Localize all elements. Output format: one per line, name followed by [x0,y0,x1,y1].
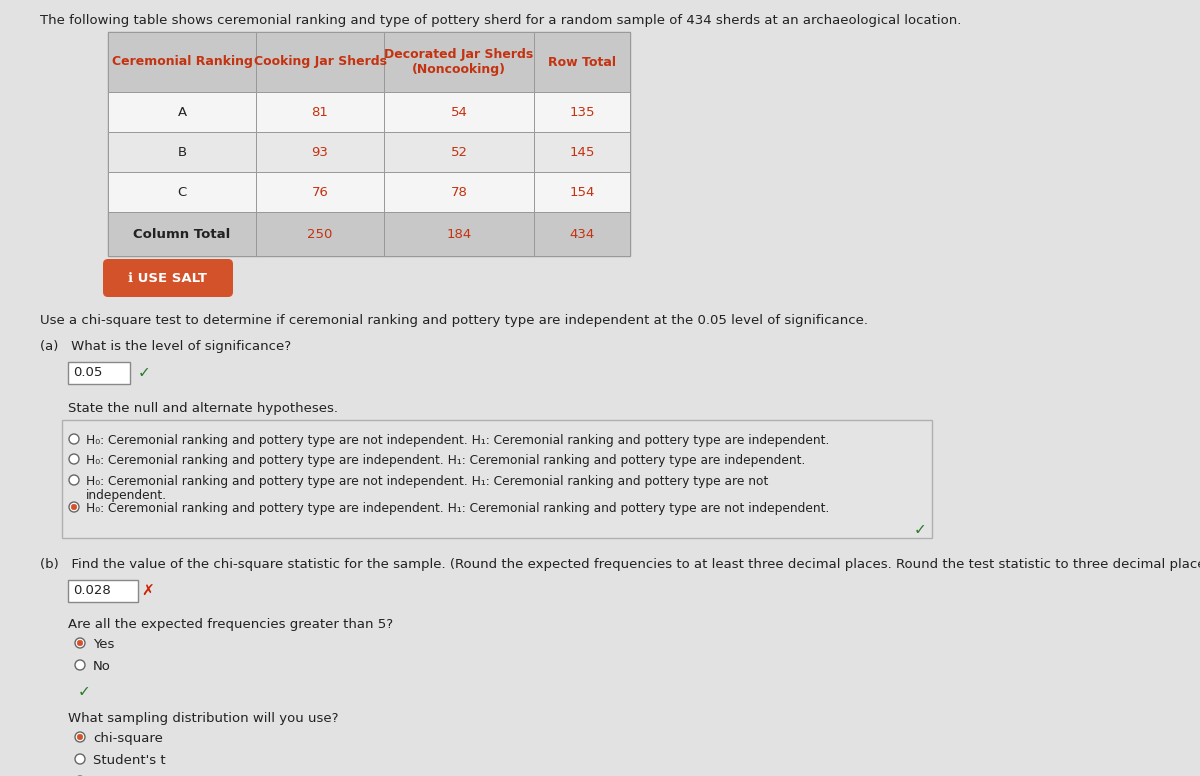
Bar [534,32,630,92]
Bar [534,92,630,132]
Text: 81: 81 [312,106,329,119]
Text: 78: 78 [450,185,468,199]
Circle shape [70,502,79,512]
Circle shape [74,732,85,742]
Circle shape [70,434,79,444]
Text: Use a chi-square test to determine if ceremonial ranking and pottery type are in: Use a chi-square test to determine if ce… [40,314,868,327]
Text: A: A [178,106,186,119]
Circle shape [77,734,83,740]
Text: Student's t: Student's t [94,754,166,767]
Text: Decorated Jar Sherds
(Noncooking): Decorated Jar Sherds (Noncooking) [384,48,534,76]
Bar [68,362,130,384]
Text: 0.028: 0.028 [73,584,110,597]
Bar [256,172,384,212]
Text: chi-square: chi-square [94,732,163,745]
Bar [256,212,384,256]
Bar [62,420,932,538]
Circle shape [74,754,85,764]
Text: Are all the expected frequencies greater than 5?: Are all the expected frequencies greater… [68,618,394,631]
FancyBboxPatch shape [103,259,233,297]
Circle shape [77,640,83,646]
Text: 0.05: 0.05 [73,366,102,379]
Bar [384,172,534,212]
Circle shape [70,454,79,464]
Bar [108,32,630,256]
Circle shape [70,475,79,485]
Circle shape [74,638,85,648]
Bar [384,92,534,132]
Text: Cooking Jar Sherds: Cooking Jar Sherds [253,56,386,68]
Text: 145: 145 [569,146,595,158]
Bar [68,580,138,602]
Text: 250: 250 [307,227,332,241]
Text: ✓: ✓ [138,365,150,380]
Bar [384,212,534,256]
Text: 184: 184 [446,227,472,241]
Text: H₀: Ceremonial ranking and pottery type are not independent. H₁: Ceremonial rank: H₀: Ceremonial ranking and pottery type … [86,475,768,488]
Text: B: B [178,146,186,158]
Text: State the null and alternate hypotheses.: State the null and alternate hypotheses. [68,402,338,415]
Text: Column Total: Column Total [133,227,230,241]
Bar [384,132,534,172]
Text: ✓: ✓ [913,522,926,538]
Text: 76: 76 [312,185,329,199]
Text: No: No [94,660,110,673]
Bar [108,92,256,132]
Text: 93: 93 [312,146,329,158]
Text: 52: 52 [450,146,468,158]
Bar [108,32,256,92]
Text: What sampling distribution will you use?: What sampling distribution will you use? [68,712,338,725]
Text: Row Total: Row Total [548,56,616,68]
Text: H₀: Ceremonial ranking and pottery type are independent. H₁: Ceremonial ranking : H₀: Ceremonial ranking and pottery type … [86,502,829,515]
Text: The following table shows ceremonial ranking and type of pottery sherd for a ran: The following table shows ceremonial ran… [40,14,961,27]
Bar [256,92,384,132]
Circle shape [71,504,77,510]
Circle shape [74,660,85,670]
Text: H₀: Ceremonial ranking and pottery type are independent. H₁: Ceremonial ranking : H₀: Ceremonial ranking and pottery type … [86,454,805,467]
Text: 154: 154 [569,185,595,199]
Bar [534,132,630,172]
Bar [534,172,630,212]
Text: 434: 434 [569,227,595,241]
Bar [384,32,534,92]
Bar [108,172,256,212]
Bar [108,132,256,172]
Text: ✗: ✗ [142,584,155,598]
Text: C: C [178,185,187,199]
Bar [256,32,384,92]
Text: (a)   What is the level of significance?: (a) What is the level of significance? [40,340,292,353]
Text: independent.: independent. [86,489,167,502]
Text: H₀: Ceremonial ranking and pottery type are not independent. H₁: Ceremonial rank: H₀: Ceremonial ranking and pottery type … [86,434,829,447]
Bar [256,132,384,172]
Text: 135: 135 [569,106,595,119]
Text: ✓: ✓ [78,684,90,699]
Bar [108,212,256,256]
Text: ℹ USE SALT: ℹ USE SALT [128,272,208,285]
Bar [534,212,630,256]
Text: 54: 54 [450,106,468,119]
Text: Yes: Yes [94,638,114,651]
Text: (b)   Find the value of the chi-square statistic for the sample. (Round the expe: (b) Find the value of the chi-square sta… [40,558,1200,571]
Text: Ceremonial Ranking: Ceremonial Ranking [112,56,252,68]
